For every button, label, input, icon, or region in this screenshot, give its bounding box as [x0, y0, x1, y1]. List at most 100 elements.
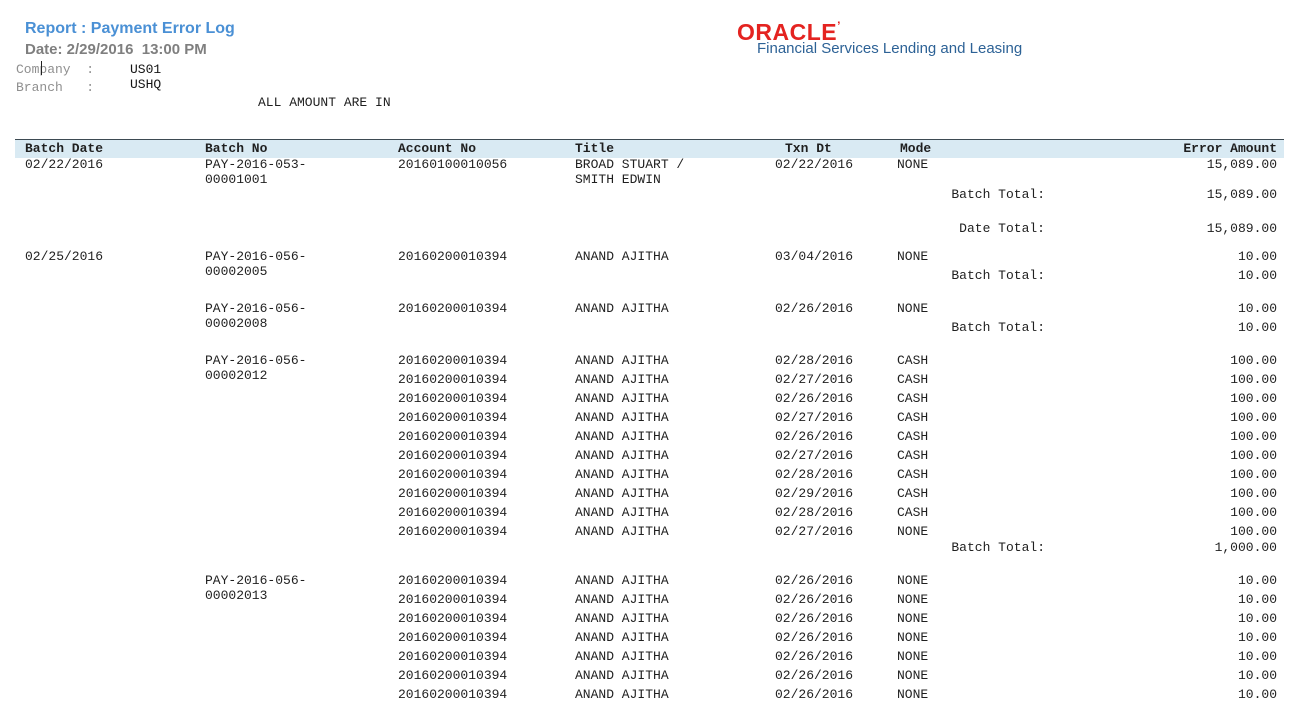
batch-total-label: Batch Total:: [951, 187, 1045, 202]
cell-error-amount: 100.00: [1230, 467, 1277, 482]
cell-account-no: 20160200010394: [398, 410, 508, 425]
cell-title: ANAND AJITHA: [575, 687, 669, 702]
cell-mode: CASH: [897, 410, 929, 425]
cell-account-no: 20160200010394: [398, 668, 508, 683]
cell-error-amount: 10.00: [1237, 649, 1277, 664]
column-header-error-amount: Error Amount: [1183, 141, 1277, 156]
column-header-mode: Mode: [900, 141, 932, 156]
cell-txn-dt: 02/29/2016: [775, 486, 854, 501]
cell-txn-dt: 02/28/2016: [775, 353, 854, 368]
amount-note: ALL AMOUNT ARE IN: [258, 95, 391, 110]
cell-title: ANAND AJITHA: [575, 301, 669, 316]
cell-error-amount: 10.00: [1237, 687, 1277, 702]
company-label: Company :: [16, 62, 95, 77]
cell-account-no: 20160200010394: [398, 249, 508, 264]
cell-mode: NONE: [897, 301, 929, 316]
oracle-registered-mark: ’: [837, 19, 841, 33]
cell-txn-dt: 02/26/2016: [775, 429, 854, 444]
cell-error-amount: 10.00: [1237, 573, 1277, 588]
date-total-label: Date Total:: [959, 221, 1045, 236]
oracle-logo: ORACLE’: [737, 19, 841, 46]
cell-mode: NONE: [897, 668, 929, 683]
report-date: Date: 2/29/2016 13:00 PM: [25, 41, 207, 58]
cell-title: ANAND AJITHA: [575, 524, 669, 539]
cell-txn-dt: 02/26/2016: [775, 301, 854, 316]
column-header-title: Title: [575, 141, 615, 156]
cell-error-amount: 100.00: [1230, 372, 1277, 387]
cell-txn-dt: 02/22/2016: [775, 157, 854, 172]
cell-mode: CASH: [897, 467, 929, 482]
batch-total-label: Batch Total:: [951, 268, 1045, 283]
cell-account-no: 20160200010394: [398, 353, 508, 368]
cell-batch-no: PAY-2016-056-: [205, 573, 307, 588]
cell-txn-dt: 02/28/2016: [775, 505, 854, 520]
cell-batch-no: 00002012: [205, 368, 268, 383]
cell-mode: NONE: [897, 157, 929, 172]
cell-account-no: 20160200010394: [398, 486, 508, 501]
cell-account-no: 20160200010394: [398, 524, 508, 539]
cell-error-amount: 100.00: [1230, 429, 1277, 444]
cell-account-no: 20160200010394: [398, 592, 508, 607]
cell-account-no: 20160200010394: [398, 611, 508, 626]
cell-account-no: 20160200010394: [398, 573, 508, 588]
cell-error-amount: 10.00: [1237, 592, 1277, 607]
cell-account-no: 20160200010394: [398, 448, 508, 463]
cell-error-amount: 100.00: [1230, 505, 1277, 520]
cell-txn-dt: 02/26/2016: [775, 649, 854, 664]
cell-account-no: 20160200010394: [398, 649, 508, 664]
date-total-amount: 15,089.00: [1206, 221, 1277, 236]
cell-txn-dt: 02/26/2016: [775, 687, 854, 702]
cell-title: ANAND AJITHA: [575, 372, 669, 387]
column-header-batch-date: Batch Date: [25, 141, 104, 156]
cell-mode: NONE: [897, 649, 929, 664]
cell-txn-dt: 03/04/2016: [775, 249, 854, 264]
cell-mode: CASH: [897, 429, 929, 444]
cell-title: ANAND AJITHA: [575, 505, 669, 520]
cell-txn-dt: 02/27/2016: [775, 410, 854, 425]
cell-title: ANAND AJITHA: [575, 249, 669, 264]
cell-batch-no: 00002013: [205, 588, 268, 603]
branch-value: USHQ: [130, 77, 162, 92]
cell-account-no: 20160200010394: [398, 429, 508, 444]
cell-mode: NONE: [897, 611, 929, 626]
cell-error-amount: 10.00: [1237, 630, 1277, 645]
cell-batch-no: PAY-2016-056-: [205, 301, 307, 316]
cell-batch-no: 00001001: [205, 172, 268, 187]
cell-title: ANAND AJITHA: [575, 573, 669, 588]
batch-total-label: Batch Total:: [951, 540, 1045, 555]
cell-title: ANAND AJITHA: [575, 649, 669, 664]
cell-account-no: 20160200010394: [398, 372, 508, 387]
cell-error-amount: 100.00: [1230, 524, 1277, 539]
column-header-txn-dt: Txn Dt: [785, 141, 832, 156]
cell-batch-date: 02/25/2016: [25, 249, 104, 264]
cell-txn-dt: 02/26/2016: [775, 391, 854, 406]
cell-batch-no: PAY-2016-056-: [205, 353, 307, 368]
cell-txn-dt: 02/26/2016: [775, 573, 854, 588]
oracle-wordmark: ORACLE: [737, 19, 838, 45]
cell-mode: CASH: [897, 372, 929, 387]
branch-label: Branch :: [16, 80, 95, 95]
cell-mode: CASH: [897, 448, 929, 463]
cell-error-amount: 100.00: [1230, 353, 1277, 368]
cell-title: BROAD STUART /: [575, 157, 685, 172]
table-header-band: [15, 139, 1284, 158]
cell-title: ANAND AJITHA: [575, 668, 669, 683]
cell-mode: CASH: [897, 353, 929, 368]
batch-total-amount: 10.00: [1237, 268, 1277, 283]
cell-error-amount: 100.00: [1230, 448, 1277, 463]
cell-batch-no: 00002008: [205, 316, 268, 331]
cell-title: SMITH EDWIN: [575, 172, 661, 187]
cell-batch-no: PAY-2016-056-: [205, 249, 307, 264]
text-cursor: [41, 61, 42, 75]
cell-error-amount: 100.00: [1230, 410, 1277, 425]
cell-mode: NONE: [897, 573, 929, 588]
cell-txn-dt: 02/26/2016: [775, 611, 854, 626]
batch-total-label: Batch Total:: [951, 320, 1045, 335]
cell-error-amount: 100.00: [1230, 486, 1277, 501]
cell-account-no: 20160200010394: [398, 630, 508, 645]
cell-account-no: 20160200010394: [398, 301, 508, 316]
cell-mode: NONE: [897, 592, 929, 607]
cell-txn-dt: 02/26/2016: [775, 630, 854, 645]
cell-mode: CASH: [897, 391, 929, 406]
batch-total-amount: 10.00: [1237, 320, 1277, 335]
